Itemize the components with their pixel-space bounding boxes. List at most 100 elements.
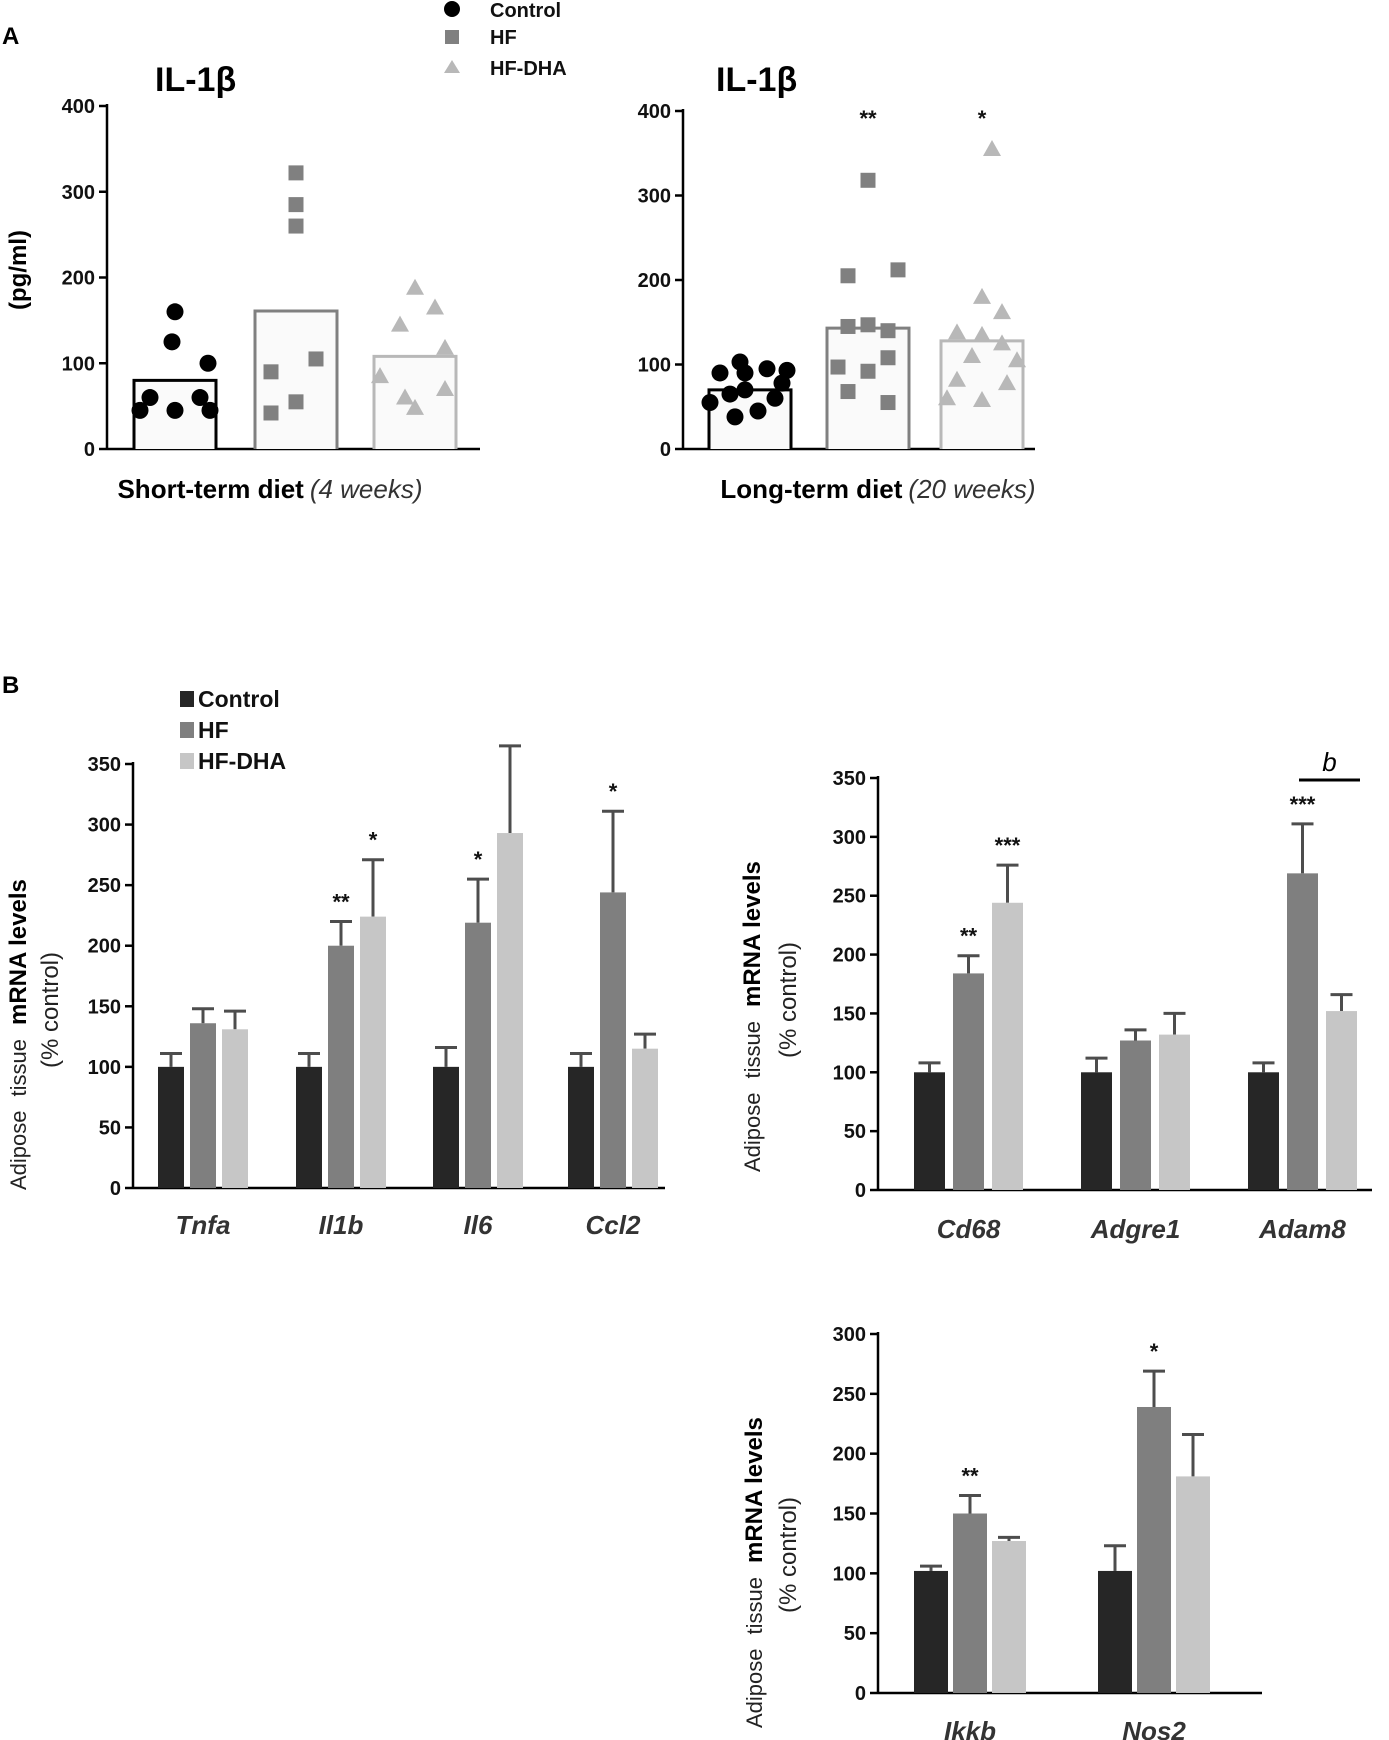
a-short-point-control [166, 401, 184, 419]
b2-y-tick-label: 300 [833, 827, 866, 849]
a-long-point-hfdha [1008, 351, 1026, 368]
a-long-point-control [773, 374, 791, 392]
a-short-ylabel: (pg/ml) [5, 230, 32, 310]
b1-y-tick-label: 250 [88, 875, 121, 897]
a-short-point-hfdha [406, 398, 424, 415]
a-short-point-hfdha [371, 367, 389, 384]
a-long-y-tick-label: 300 [638, 186, 671, 208]
a-long-title: IL-1β [716, 61, 797, 99]
b3-significance: ** [961, 1464, 979, 1489]
a-long-point-hfdha [993, 303, 1011, 320]
a-long-xlabel-bold: Long-term diet [720, 474, 902, 504]
b1-bar-control [158, 1066, 184, 1188]
a-short-point-control [199, 354, 217, 372]
a-short-point-hfdha [436, 338, 454, 355]
a-short-point-hfdha [396, 388, 414, 405]
a-long-point-control [701, 394, 719, 412]
b3-significance: * [1150, 1339, 1159, 1364]
a-short-xlabel: Short-term diet (4 weeks) [117, 474, 422, 504]
b3-bar-hfdha [992, 1541, 1026, 1693]
a-long-point-control [749, 402, 767, 420]
a-long-point-hfdha [983, 140, 1001, 157]
b2-y-tick-label: 150 [833, 1003, 866, 1025]
a-long-significance: * [978, 106, 987, 131]
a-long-point-control [721, 385, 739, 403]
legend-a-hfdha: HF-DHA [490, 58, 567, 80]
a-short-xlabel-bold: Short-term diet [117, 474, 304, 504]
a-short-point-hf [263, 405, 279, 421]
b1-category-label: Tnfa [176, 1210, 231, 1240]
b2-bar-hfdha [992, 902, 1023, 1190]
a-long-point-hf [880, 350, 896, 366]
a-short-y-tick-label: 300 [62, 182, 95, 204]
b2-bar-hf [1287, 873, 1318, 1190]
b3-y-tick-label: 0 [855, 1683, 866, 1705]
b3-bar-control [1098, 1570, 1132, 1693]
b3-category-label: Nos2 [1122, 1716, 1186, 1740]
a-short-point-hfdha [391, 315, 409, 332]
a-long-point-control [736, 364, 754, 382]
b1-significance: * [609, 779, 618, 804]
b1-bar-hfdha [222, 1029, 248, 1188]
a-short-xlabel-italic: (4 weeks) [310, 474, 423, 504]
chart-b-cytokines: 050100150200250300350Tnfa***Il1b*Il6*Ccl… [88, 744, 665, 1240]
legend-b-hfdha: HF-DHA [198, 748, 286, 774]
b1-y-tick-label: 150 [88, 996, 121, 1018]
b2-y-tick-label: 100 [833, 1062, 866, 1084]
b3-y-tick-label: 300 [833, 1324, 866, 1346]
b3-bar-control [914, 1570, 948, 1693]
a-short-point-hfdha [426, 298, 444, 315]
b2-ylabel-word1: Adipose [740, 1092, 765, 1172]
b1-ylabel-word3: mRNA levels [5, 879, 32, 1025]
a-long-y-tick-label: 0 [660, 439, 671, 461]
legend-b: Control HF HF-DHA [180, 686, 286, 774]
b3-ylabel-line2: (% control) [775, 1497, 802, 1613]
legend-b-hf-swatch [180, 722, 194, 738]
a-long-xlabel: Long-term diet (20 weeks) [720, 474, 1035, 504]
b3-category-label: Ikkb [944, 1716, 996, 1740]
b3-bar-hf [1137, 1406, 1171, 1693]
a-long-point-hfdha [973, 390, 991, 407]
a-short-y-tick-label: 200 [62, 268, 95, 290]
a-short-point-control [163, 333, 181, 351]
panel-a-label: A [2, 23, 19, 50]
a-long-point-control [726, 408, 744, 426]
b2-significance: ** [960, 924, 978, 949]
b2-y-tick-label: 200 [833, 945, 866, 967]
b2-significance: *** [1290, 792, 1316, 817]
legend-b-hf: HF [198, 717, 229, 743]
a-short-point-hfdha [406, 278, 424, 295]
b1-significance: * [474, 847, 483, 872]
b1-y-tick-label: 350 [88, 754, 121, 776]
b1-y-tick-label: 300 [88, 815, 121, 837]
b2-category-label: Cd68 [937, 1214, 1001, 1244]
a-short-point-control [191, 389, 209, 407]
b1-ylabel-line1: Adipose tissue mRNA levels [5, 879, 32, 1190]
a-short-title: IL-1β [155, 61, 236, 99]
b1-bar-hf [465, 922, 491, 1188]
a-long-point-hf [860, 317, 876, 333]
b2-bar-hf [1120, 1040, 1151, 1190]
a-long-point-hfdha [938, 389, 956, 406]
b1-category-label: Ccl2 [586, 1210, 641, 1240]
b1-bar-hfdha [497, 833, 523, 1188]
a-long-point-hf [830, 359, 846, 375]
a-long-point-hf [860, 363, 876, 379]
b2-bar-hfdha [1326, 1011, 1357, 1190]
b1-bar-control [568, 1066, 594, 1188]
b3-ylabel-word2: tissue [742, 1577, 767, 1634]
b2-bar-control [914, 1072, 945, 1190]
b2-y-tick-label: 0 [855, 1180, 866, 1202]
b1-bar-hfdha [360, 916, 386, 1188]
a-long-point-hf [880, 395, 896, 411]
a-long-point-hfdha [973, 287, 991, 304]
legend-b-control: Control [198, 686, 280, 712]
a-short-point-hf [263, 364, 279, 380]
a-short-point-hf [288, 218, 304, 234]
b1-ylabel-word1: Adipose [6, 1110, 31, 1190]
a-short-point-hfdha [436, 379, 454, 396]
b3-y-tick-label: 150 [833, 1504, 866, 1526]
b1-ylabel-line2: (% control) [37, 952, 64, 1068]
